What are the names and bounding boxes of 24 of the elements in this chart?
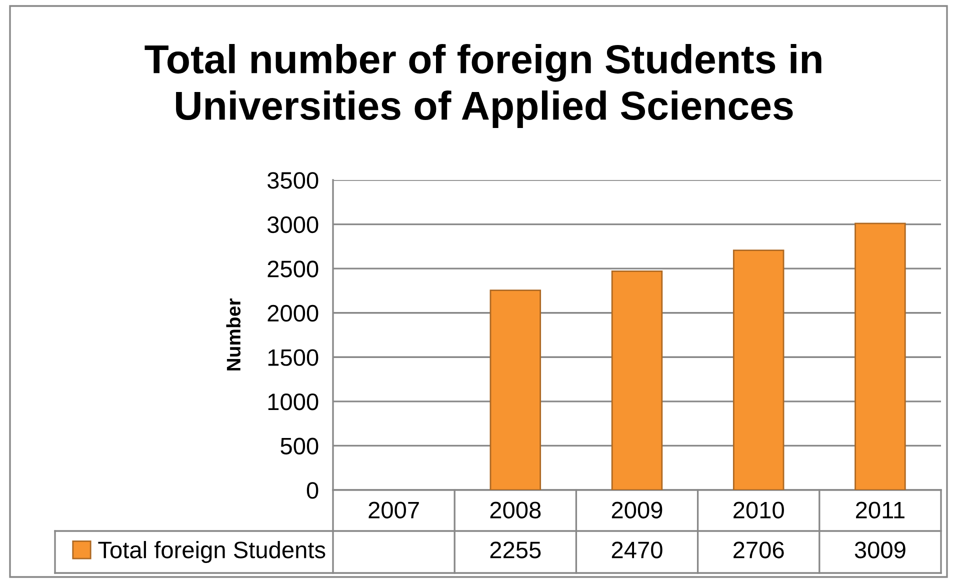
x-tick-label: 2008 <box>490 502 541 518</box>
y-tick-label: 1500 <box>268 349 318 366</box>
y-axis-title: Number <box>226 298 241 370</box>
legend-label: Total foreign Students <box>98 540 326 564</box>
bar <box>732 250 784 490</box>
y-tick-label: 3000 <box>267 216 318 234</box>
y-tick-label: 500 <box>280 438 318 454</box>
x-tick-label: 2011 <box>856 502 904 518</box>
x-tick-label: 2007 <box>368 502 419 518</box>
x-tick-label: 2009 <box>612 502 662 518</box>
x-tick-label: 2010 <box>734 502 784 518</box>
data-label: 2255 <box>490 542 541 558</box>
y-tick-label: 3500 <box>267 172 318 189</box>
data-label: 3009 <box>854 542 906 558</box>
chart-title: Total number of foreign Students in Universities of Applied Sciences <box>144 44 822 128</box>
bar <box>854 222 906 490</box>
data-label: 2470 <box>612 542 662 558</box>
y-tick-label: 2500 <box>268 260 318 278</box>
data-label: 2706 <box>734 542 784 558</box>
y-tick-label: 1000 <box>268 393 318 410</box>
bar <box>490 290 542 490</box>
y-tick-label: 0 <box>306 482 318 499</box>
y-tick-label: 2000 <box>268 304 318 322</box>
bar <box>611 270 663 490</box>
